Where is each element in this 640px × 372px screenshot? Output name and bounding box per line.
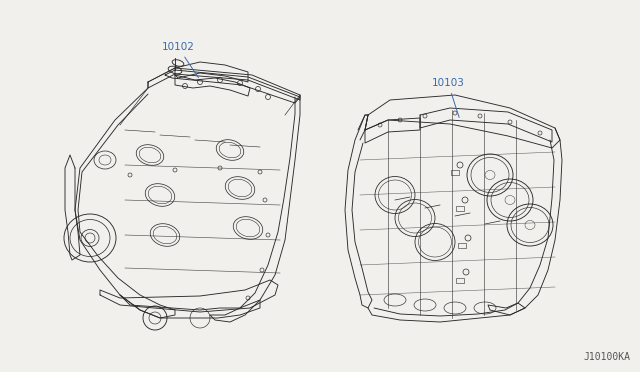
- Bar: [456, 205, 464, 211]
- Bar: [456, 278, 464, 282]
- Text: 10103: 10103: [431, 78, 465, 117]
- Text: 10102: 10102: [161, 42, 198, 78]
- Bar: [451, 170, 459, 174]
- Bar: [458, 243, 466, 247]
- Text: J10100KA: J10100KA: [583, 352, 630, 362]
